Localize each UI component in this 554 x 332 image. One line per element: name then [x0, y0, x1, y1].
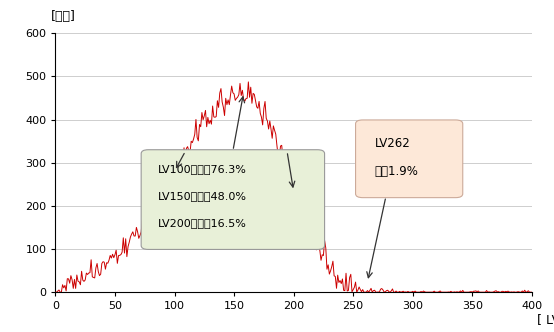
FancyBboxPatch shape — [356, 120, 463, 198]
Text: LV262: LV262 — [375, 137, 411, 150]
Text: [ LV]: [ LV] — [537, 313, 554, 326]
Text: 上位1.9%: 上位1.9% — [375, 165, 418, 178]
Text: LV150：上位48.0%: LV150：上位48.0% — [158, 191, 247, 201]
Text: LV200：上位16.5%: LV200：上位16.5% — [158, 218, 247, 228]
Text: [人数]: [人数] — [50, 10, 75, 23]
Text: LV100：上位76.3%: LV100：上位76.3% — [158, 164, 247, 174]
FancyBboxPatch shape — [141, 150, 325, 249]
